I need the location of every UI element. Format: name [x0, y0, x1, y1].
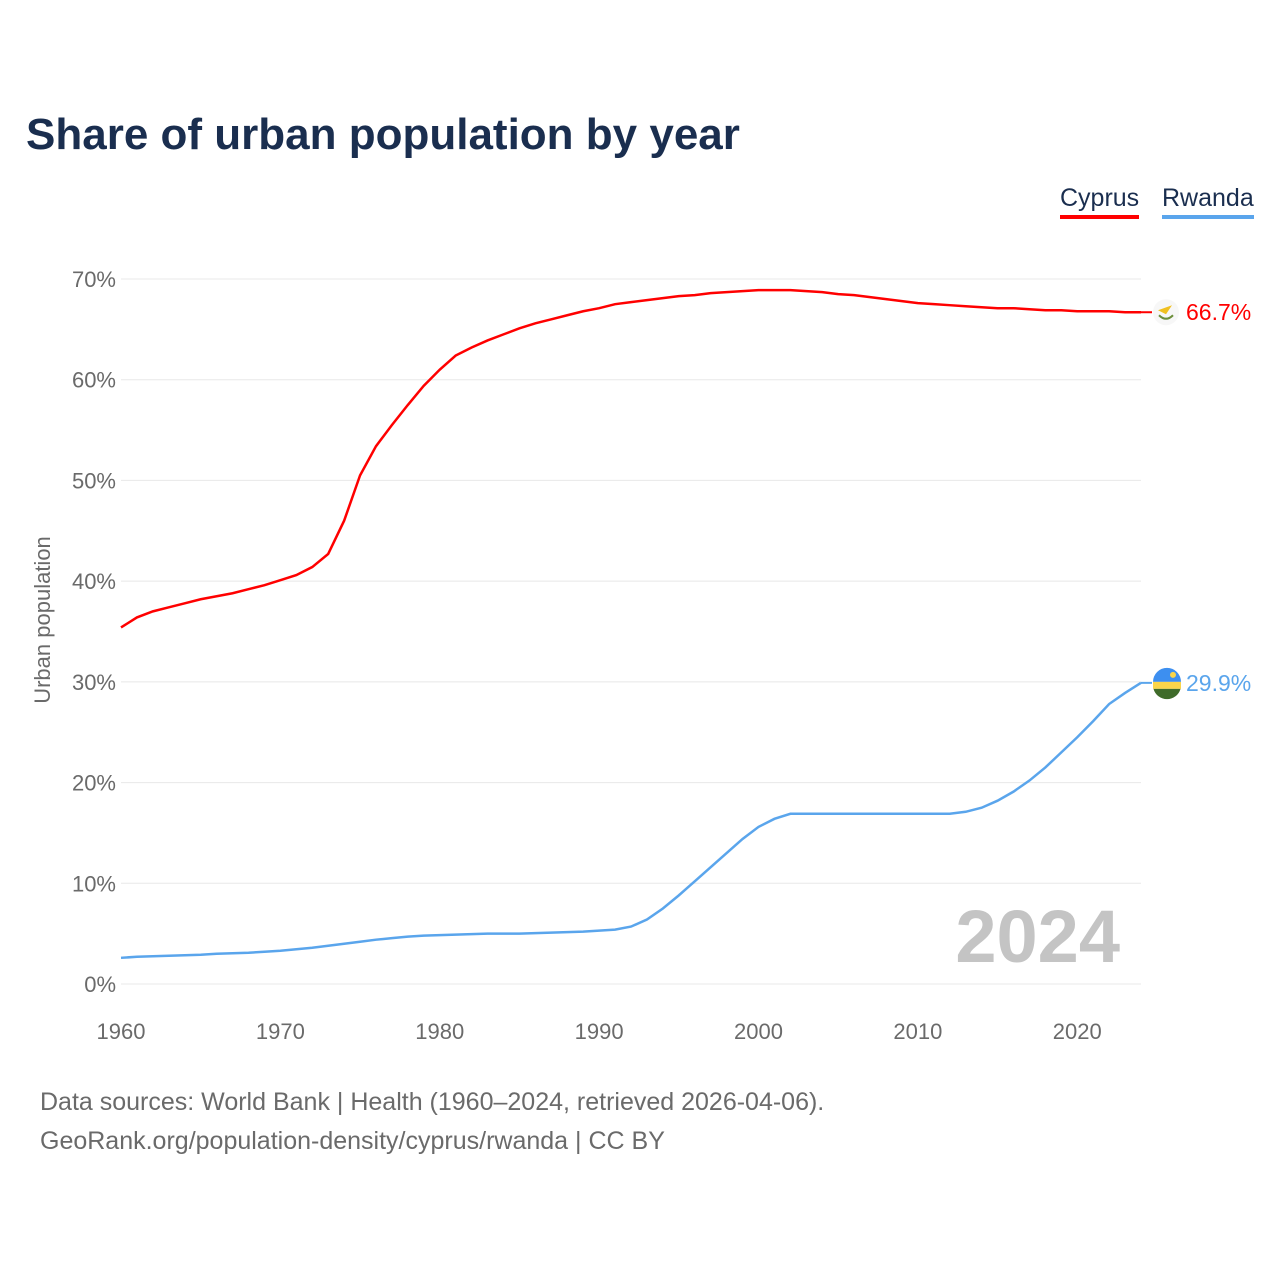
x-tick-label: 1970	[256, 1019, 305, 1044]
rwanda-flag-icon	[1153, 667, 1181, 682]
rwanda-flag-sun	[1170, 671, 1176, 678]
chart-title: Share of urban population by year	[26, 110, 740, 159]
y-tick-label: 10%	[72, 871, 116, 896]
legend-cyprus[interactable]: Cyprus	[1060, 184, 1140, 219]
series-line-cyprus	[120, 288, 1141, 629]
legend-rwanda[interactable]: Rwanda	[1162, 184, 1254, 219]
y-tick-label: 30%	[72, 670, 116, 695]
x-tick-label: 1980	[415, 1019, 464, 1044]
end-value-label: 66.7%	[1186, 299, 1251, 325]
y-tick-label: 70%	[72, 267, 116, 292]
y-tick-label: 0%	[84, 972, 116, 997]
x-tick-label: 2020	[1053, 1019, 1102, 1044]
y-tick-label: 40%	[72, 569, 116, 594]
footer-link[interactable]: GeoRank.org/population-density/cyprus/rw…	[40, 1127, 665, 1155]
cyprus-flag-map	[1158, 305, 1172, 315]
year-watermark: 2024	[955, 895, 1120, 978]
rwanda-flag-green	[1153, 688, 1181, 700]
series-line-rwanda	[120, 681, 1142, 960]
end-value-label: 29.9%	[1186, 670, 1251, 696]
x-tick-label: 1960	[97, 1019, 146, 1044]
y-tick-label: 60%	[72, 368, 116, 393]
y-axis-label: Urban population	[30, 536, 55, 704]
x-tick-label: 2010	[893, 1019, 942, 1044]
y-tick-label: 20%	[72, 771, 116, 796]
x-tick-label: 2000	[734, 1019, 783, 1044]
x-tick-label: 1990	[575, 1019, 624, 1044]
footer-sources: Data sources: World Bank | Health (1960–…	[40, 1088, 825, 1116]
cyprus-flag-branches	[1158, 314, 1174, 320]
y-tick-label: 50%	[72, 468, 116, 493]
rwanda-flag-yellow	[1153, 681, 1181, 689]
